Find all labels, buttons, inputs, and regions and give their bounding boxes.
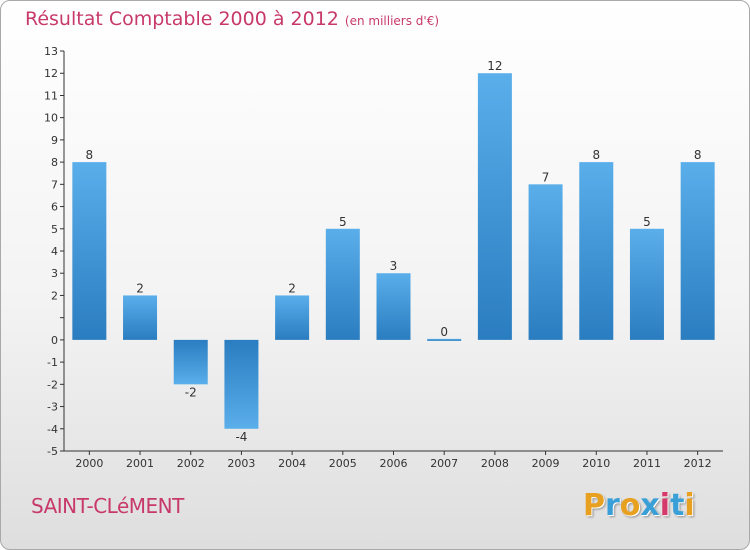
x-tick-label: 2008	[481, 457, 509, 470]
bar-2005	[325, 228, 360, 340]
y-tick-label: 0	[51, 334, 58, 347]
y-tick-label: -2	[47, 378, 58, 391]
y-tick-label: 5	[51, 223, 58, 236]
bar-2001	[123, 295, 158, 340]
x-tick-label: 2006	[380, 457, 408, 470]
value-label: 3	[390, 259, 398, 273]
value-label: 5	[643, 215, 651, 229]
x-tick-label: 2000	[75, 457, 103, 470]
y-tick-label: 2	[51, 289, 58, 302]
y-tick-label: 6	[51, 201, 58, 214]
y-tick-label: -5	[47, 445, 58, 458]
y-tick-label: 10	[44, 112, 58, 125]
chart-unit: (en milliers d'€)	[344, 14, 440, 28]
logo-letter: r	[605, 488, 620, 523]
y-tick-label: 11	[44, 89, 58, 102]
value-label: 0	[440, 325, 448, 339]
value-label: 2	[288, 281, 296, 295]
bar-2000	[72, 162, 107, 340]
bar-2008	[477, 73, 512, 340]
x-tick-label: 2009	[532, 457, 560, 470]
logo-letter: P	[583, 488, 605, 523]
bar-2006	[376, 273, 411, 340]
y-tick-label: -1	[47, 356, 58, 369]
value-label: 5	[339, 215, 347, 229]
chart-title: Résultat Comptable 2000 à 2012 (en millie…	[25, 8, 439, 30]
x-tick-label: 2011	[633, 457, 661, 470]
y-tick-label: 8	[51, 156, 58, 169]
value-label: 8	[86, 148, 94, 162]
x-tick-label: 2012	[684, 457, 712, 470]
proxiti-logo: Proxiti	[583, 488, 695, 523]
logo-letter: i	[684, 488, 695, 523]
value-label: -4	[235, 430, 247, 444]
logo-letter: x	[640, 488, 660, 523]
y-tick-label: 13	[44, 45, 58, 58]
y-tick-label: 3	[51, 267, 58, 280]
bar-2003	[224, 339, 259, 429]
bar-2011	[629, 228, 664, 340]
logo-letter: i	[659, 488, 671, 523]
x-tick-label: 2003	[227, 457, 255, 470]
bar-2004	[275, 295, 310, 340]
y-tick-label: 12	[44, 67, 58, 80]
x-tick-label: 2002	[177, 457, 205, 470]
value-label: 12	[487, 59, 502, 73]
logo-letter: t	[670, 488, 685, 523]
y-tick-label: -4	[47, 423, 58, 436]
value-label: 2	[136, 281, 144, 295]
x-tick-label: 2005	[329, 457, 357, 470]
y-tick-label: 7	[51, 178, 58, 191]
y-tick-label: 9	[51, 134, 58, 147]
value-label: 8	[592, 148, 600, 162]
bar-2012	[680, 162, 715, 340]
x-tick-label: 2001	[126, 457, 154, 470]
chart-title-text: Résultat Comptable 2000 à 2012	[25, 8, 339, 30]
bar-2009	[528, 184, 563, 340]
bar-2007	[427, 338, 462, 341]
x-tick-label: 2004	[278, 457, 306, 470]
bar-2010	[579, 162, 614, 340]
value-label: 7	[542, 170, 550, 184]
y-tick-label: -3	[47, 401, 58, 414]
logo-letter: o	[619, 488, 641, 523]
y-tick-label: 4	[51, 245, 58, 258]
location-name: SAINT-CLéMENT	[31, 494, 184, 518]
value-label: -2	[185, 385, 197, 399]
bar-2002	[173, 339, 208, 385]
x-tick-label: 2010	[582, 457, 610, 470]
x-tick-label: 2007	[430, 457, 458, 470]
value-label: 8	[694, 148, 702, 162]
